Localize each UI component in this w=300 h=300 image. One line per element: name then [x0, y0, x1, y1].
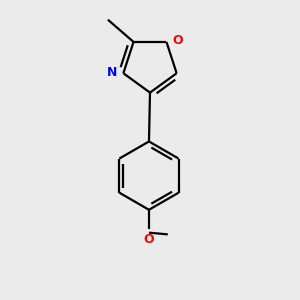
Text: O: O [144, 233, 154, 246]
Text: O: O [172, 34, 183, 47]
Text: N: N [107, 66, 117, 79]
